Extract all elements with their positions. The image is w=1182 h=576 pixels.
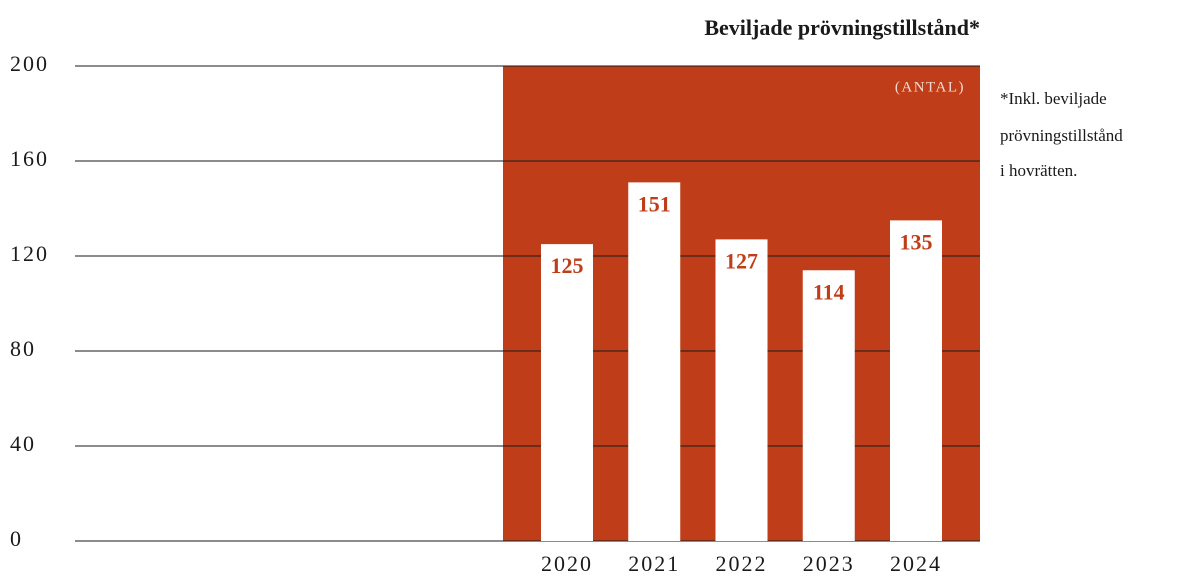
- bar: [541, 244, 593, 541]
- value-label: 135: [900, 229, 933, 254]
- y-tick-label: 40: [10, 431, 36, 456]
- x-tick-label: 2023: [803, 551, 855, 576]
- value-label: 151: [638, 191, 671, 216]
- bar: [890, 220, 942, 541]
- y-tick-label: 80: [10, 336, 36, 361]
- value-label: 127: [725, 248, 758, 273]
- y-tick-label: 160: [10, 146, 49, 171]
- bar: [802, 270, 855, 541]
- x-tick-label: 2021: [628, 551, 680, 576]
- note-line: prövningstillstånd: [1000, 126, 1123, 145]
- unit-label: (ANTAL): [895, 79, 965, 95]
- value-label: 114: [813, 279, 845, 304]
- x-tick-label: 2022: [716, 551, 768, 576]
- y-tick-label: 120: [10, 241, 49, 266]
- bar: [715, 239, 768, 541]
- note-line: *Inkl. beviljade: [1000, 89, 1107, 108]
- bar: [628, 182, 681, 541]
- y-tick-label: 200: [10, 51, 49, 76]
- x-tick-label: 2020: [541, 551, 593, 576]
- value-label: 125: [551, 253, 584, 278]
- x-tick-label: 2024: [890, 551, 942, 576]
- note-line: i hovrätten.: [1000, 161, 1077, 180]
- chart-title: Beviljade prövningstillstånd*: [704, 15, 980, 40]
- y-tick-label: 0: [10, 526, 23, 551]
